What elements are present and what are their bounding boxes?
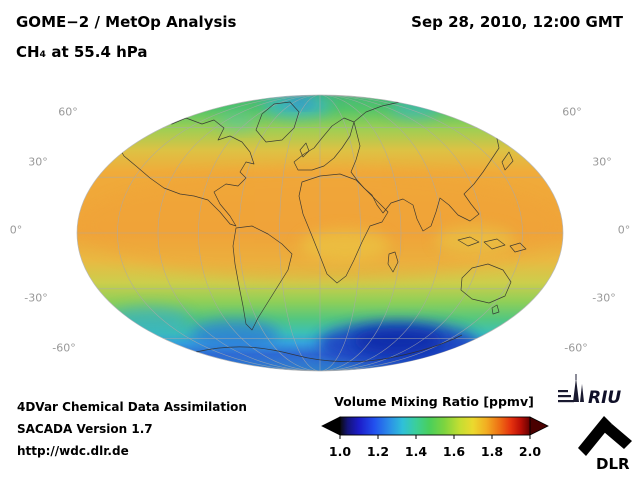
dlr-logo: DLR — [578, 416, 632, 473]
colorbar-tick-label: 2.0 — [518, 444, 542, 459]
dlr-logo-text: DLR — [596, 455, 630, 473]
colorbar-tick-label: 1.8 — [480, 444, 504, 459]
lat-label-right-30: 30° — [592, 155, 612, 169]
cathedral-icon — [558, 374, 584, 403]
lat-label-left-m30: -30° — [24, 291, 48, 305]
colorbar-gradient — [321, 416, 549, 439]
colorbar-arrow-high — [529, 416, 549, 436]
lat-label-left-30: 30° — [28, 155, 48, 169]
footer-caption-line3: http://wdc.dlr.de — [17, 444, 129, 458]
graticule — [77, 95, 563, 371]
colorbar-tick-label: 1.2 — [366, 444, 390, 459]
dlr-swoosh-icon — [578, 416, 632, 456]
lat-label-left-0: 0° — [9, 223, 23, 237]
colorbar-ticks — [339, 435, 531, 439]
plot-title: GOME−2 / MetOp Analysis — [16, 13, 237, 31]
lat-label-right-m30: -30° — [592, 291, 616, 305]
lat-label-left-m60: -60° — [52, 341, 76, 355]
colorbar-title: Volume Mixing Ratio [ppmv] — [334, 394, 534, 409]
institution-logos: RIU DLR — [558, 374, 632, 473]
riu-logo-text: RIU — [588, 388, 621, 408]
plot-subtitle: CH₄ at 55.4 hPa — [16, 43, 148, 61]
footer-caption-line1: 4DVar Chemical Data Assimilation — [17, 400, 247, 414]
colorbar-tick-label: 1.6 — [442, 444, 466, 459]
colorbar-arrow-low — [321, 416, 341, 436]
lat-label-left-60: 60° — [58, 105, 78, 119]
footer-caption-line2: SACADA Version 1.7 — [17, 422, 153, 436]
riu-logo: RIU — [558, 374, 621, 408]
colorbar-tick-label: 1.4 — [404, 444, 428, 459]
lat-label-right-0: 0° — [617, 223, 631, 237]
plot-timestamp: Sep 28, 2010, 12:00 GMT — [411, 13, 623, 31]
lat-label-right-m60: -60° — [564, 341, 588, 355]
colorbar-tick-label: 1.0 — [328, 444, 352, 459]
lat-label-right-60: 60° — [562, 105, 582, 119]
